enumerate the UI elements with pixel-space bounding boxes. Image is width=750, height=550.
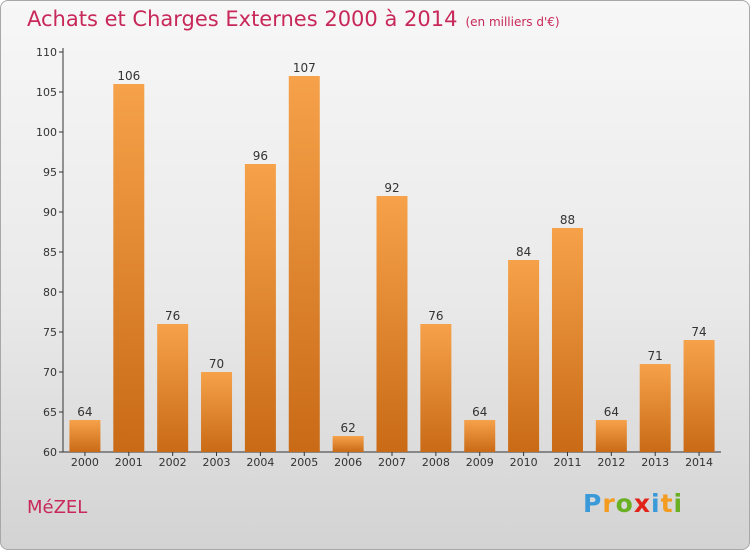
bar-2006 [332,436,364,452]
bar-2013 [639,364,671,452]
bar-value-label: 92 [384,181,399,195]
y-tick-label: 110 [36,46,57,59]
bar-2008 [420,324,452,452]
y-tick-label: 80 [43,286,57,299]
bar-value-label: 64 [77,405,92,419]
logo-letter: i [673,489,684,518]
x-tick-label: 2003 [203,456,231,469]
bar-value-label: 62 [340,421,355,435]
data-labels: 64 106 76 70 96 107 62 92 76 64 84 88 64 71 74 [77,61,706,435]
logo-letter: x [633,489,651,518]
logo-letter: o [615,489,634,518]
logo-letter: t [660,489,674,518]
bar-value-label: 107 [293,61,316,75]
bar-2010 [508,260,540,452]
logo-letter: r [602,489,616,518]
bar-value-label: 74 [691,325,706,339]
y-tick-label: 65 [43,406,57,419]
x-tick-label: 2007 [378,456,406,469]
bar-value-label: 88 [560,213,575,227]
logo-letter: i [651,489,661,518]
logo-letter: P [583,489,603,518]
bar-2012 [595,420,627,452]
bar-2007 [376,196,408,452]
axes: 60 65 70 75 80 85 90 95 100 105 110 2000 2001 2002 200… [36,46,721,469]
bar-value-label: 96 [253,149,268,163]
y-tick-label: 75 [43,326,57,339]
x-tick-label: 2005 [290,456,318,469]
y-tick-label: 90 [43,206,57,219]
bar-2011 [551,228,583,452]
y-tick-label: 100 [36,126,57,139]
bar-2004 [244,164,276,452]
bar-2003 [201,372,233,452]
x-tick-label: 2014 [685,456,713,469]
x-tick-label: 2012 [597,456,625,469]
x-tick-label: 2006 [334,456,362,469]
bar-value-label: 64 [472,405,487,419]
bar-value-label: 70 [209,357,224,371]
proxiti-logo[interactable]: Proxiti [583,489,683,518]
y-tick-label: 95 [43,166,57,179]
y-tick-label: 70 [43,366,57,379]
bars [69,76,715,452]
bar-2000 [69,420,101,452]
bar-value-label: 76 [428,309,443,323]
x-tick-label: 2001 [115,456,143,469]
x-tick-label: 2008 [422,456,450,469]
city-name: MéZEL [27,497,88,518]
bar-value-label: 84 [516,245,531,259]
bar-2001 [113,84,145,452]
bar-value-label: 106 [117,69,140,83]
y-tick-label: 105 [36,86,57,99]
x-tick-label: 2002 [159,456,187,469]
bar-value-label: 71 [648,349,663,363]
y-tick-label: 60 [43,446,57,459]
chart-title: Achats et Charges Externes 2000 à 2014 (e… [27,7,560,31]
bar-2014 [683,340,715,452]
bar-value-label: 76 [165,309,180,323]
bar-2009 [464,420,496,452]
x-tick-label: 2010 [510,456,538,469]
x-tick-label: 2000 [71,456,99,469]
x-tick-label: 2004 [246,456,274,469]
bar-2005 [288,76,320,452]
y-tick-label: 85 [43,246,57,259]
x-tick-label: 2009 [466,456,494,469]
x-tick-label: 2011 [553,456,581,469]
x-tick-label: 2013 [641,456,669,469]
title-text: Achats et Charges Externes 2000 à 2014 [27,7,458,31]
unit-text: (en milliers d'€) [465,15,560,29]
bar-2002 [157,324,189,452]
bar-value-label: 64 [604,405,619,419]
